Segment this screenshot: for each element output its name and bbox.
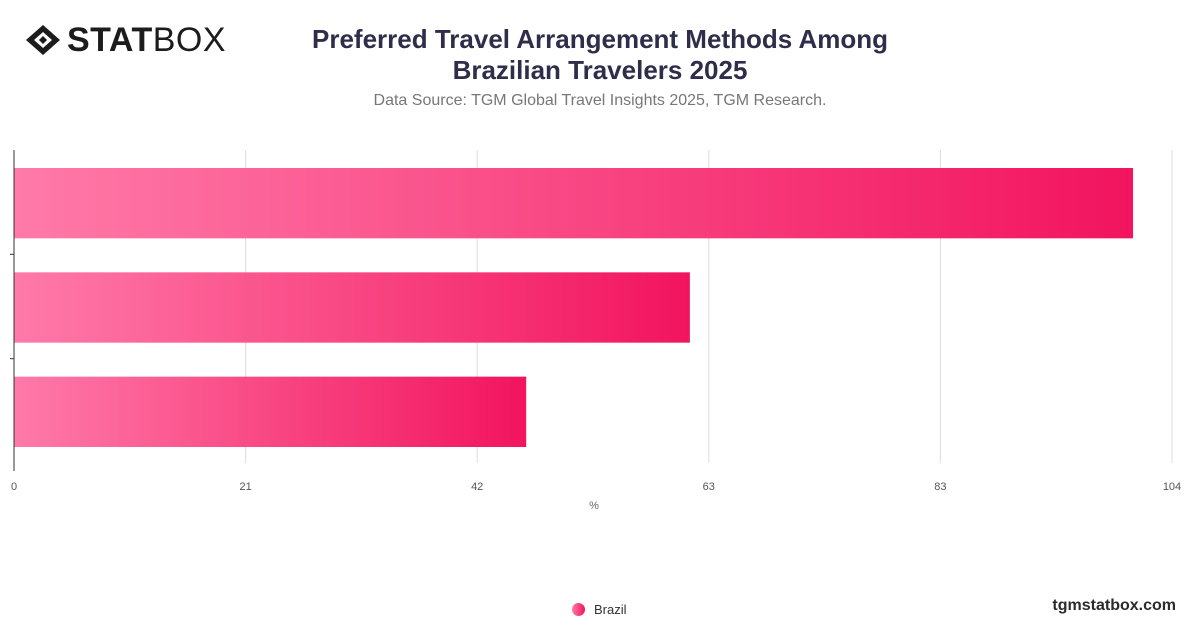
x-tick-label: 42 <box>471 481 483 493</box>
logo-wordmark: STATBOX <box>67 22 226 58</box>
bar-brazil[interactable] <box>14 272 690 343</box>
statbox-logo: STATBOX <box>25 22 226 58</box>
legend-swatch <box>572 603 585 616</box>
chart-title-line2: Brazilian Travelers 2025 <box>452 55 748 85</box>
x-axis-label: % <box>589 500 599 512</box>
chart-title: Preferred Travel Arrangement Methods Amo… <box>250 24 950 86</box>
bar-brazil[interactable] <box>14 376 527 447</box>
footer-brand: tgmstatbox.com <box>1052 597 1176 614</box>
legend[interactable]: Brazil <box>572 602 627 617</box>
legend-label-brazil: Brazil <box>594 602 627 617</box>
logo-bold-text: STAT <box>67 21 153 59</box>
axes <box>10 150 15 471</box>
x-tick-label: 83 <box>934 481 946 493</box>
chart-title-line1: Preferred Travel Arrangement Methods Amo… <box>312 24 888 54</box>
x-tick-label: 63 <box>703 481 715 493</box>
bars <box>14 168 1134 447</box>
x-tick-label: 21 <box>239 481 251 493</box>
logo-diamond-icon <box>26 25 60 55</box>
chart-subtitle: Data Source: TGM Global Travel Insights … <box>373 92 827 109</box>
bar-brazil[interactable] <box>14 168 1134 239</box>
x-tick-labels: 0 21 42 63 83 104 <box>11 481 1181 493</box>
x-tick-label: 0 <box>11 481 17 493</box>
logo-light-text: BOX <box>152 21 227 59</box>
x-tick-label: 104 <box>1163 481 1181 493</box>
